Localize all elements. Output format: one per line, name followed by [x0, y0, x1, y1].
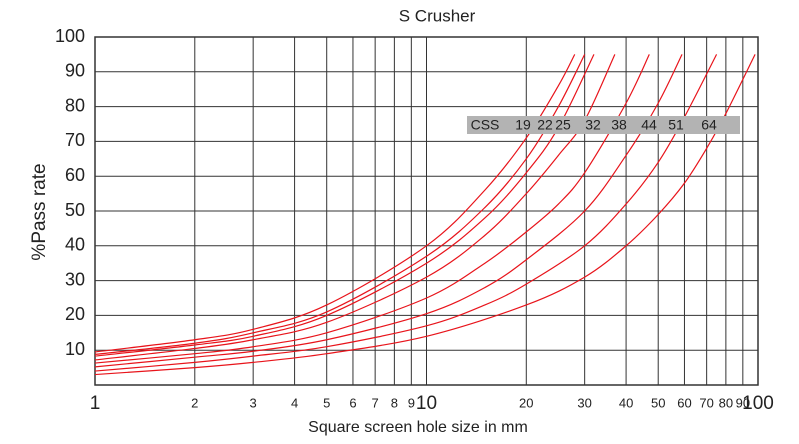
x-tick-label: 60 [677, 395, 691, 410]
x-tick-label: 8 [391, 395, 398, 410]
series-line [94, 54, 595, 357]
y-tick-label: 20 [65, 304, 85, 324]
series-line [94, 54, 756, 376]
legend-entry: 19 [515, 117, 531, 133]
legend-entry: 51 [668, 117, 684, 133]
series-line [94, 54, 718, 372]
series-line [94, 54, 576, 353]
x-tick-label: 70 [699, 395, 713, 410]
x-tick-label: 2 [191, 395, 198, 410]
x-tick-label: 100 [742, 393, 774, 414]
x-tick-label: 3 [250, 395, 257, 410]
y-tick-label: 90 [65, 61, 85, 81]
legend-entry: 44 [641, 117, 657, 133]
y-tick-label: 10 [65, 339, 85, 359]
y-axis-label: %Pass rate [29, 163, 50, 260]
x-tick-label: 30 [577, 395, 591, 410]
x-tick-label: 4 [291, 395, 298, 410]
y-tick-label: 60 [65, 165, 85, 185]
x-tick-label: 20 [519, 395, 533, 410]
legend-entry: 32 [585, 117, 601, 133]
legend-entry: 25 [555, 117, 571, 133]
x-tick-label: 50 [651, 395, 665, 410]
y-tick-label: 40 [65, 235, 85, 255]
chart-title: S Crusher [399, 6, 476, 25]
x-tick-label: 7 [372, 395, 379, 410]
y-tick-label: 100 [55, 26, 85, 46]
x-tick-label: 5 [323, 395, 330, 410]
legend-entry: 64 [701, 117, 717, 133]
legend-box [467, 116, 740, 134]
y-tick-label: 50 [65, 200, 85, 220]
x-axis-label: Square screen hole size in mm [308, 419, 528, 436]
y-tick-label: 70 [65, 130, 85, 150]
series-line [94, 54, 616, 361]
x-tick-label: 90 [736, 395, 750, 410]
y-tick-label: 30 [65, 269, 85, 289]
legend-title: CSS [471, 117, 500, 133]
legend-entry: 38 [611, 117, 627, 133]
series-line [94, 54, 683, 368]
x-tick-label: 1 [90, 393, 101, 414]
x-tick-label: 9 [408, 395, 415, 410]
x-tick-label: 6 [349, 395, 356, 410]
series-line [94, 54, 650, 364]
y-tick-label: 80 [65, 95, 85, 115]
x-tick-label: 40 [619, 395, 633, 410]
x-tick-label: 80 [719, 395, 733, 410]
x-tick-label: 10 [416, 393, 437, 414]
legend-entry: 22 [537, 117, 553, 133]
